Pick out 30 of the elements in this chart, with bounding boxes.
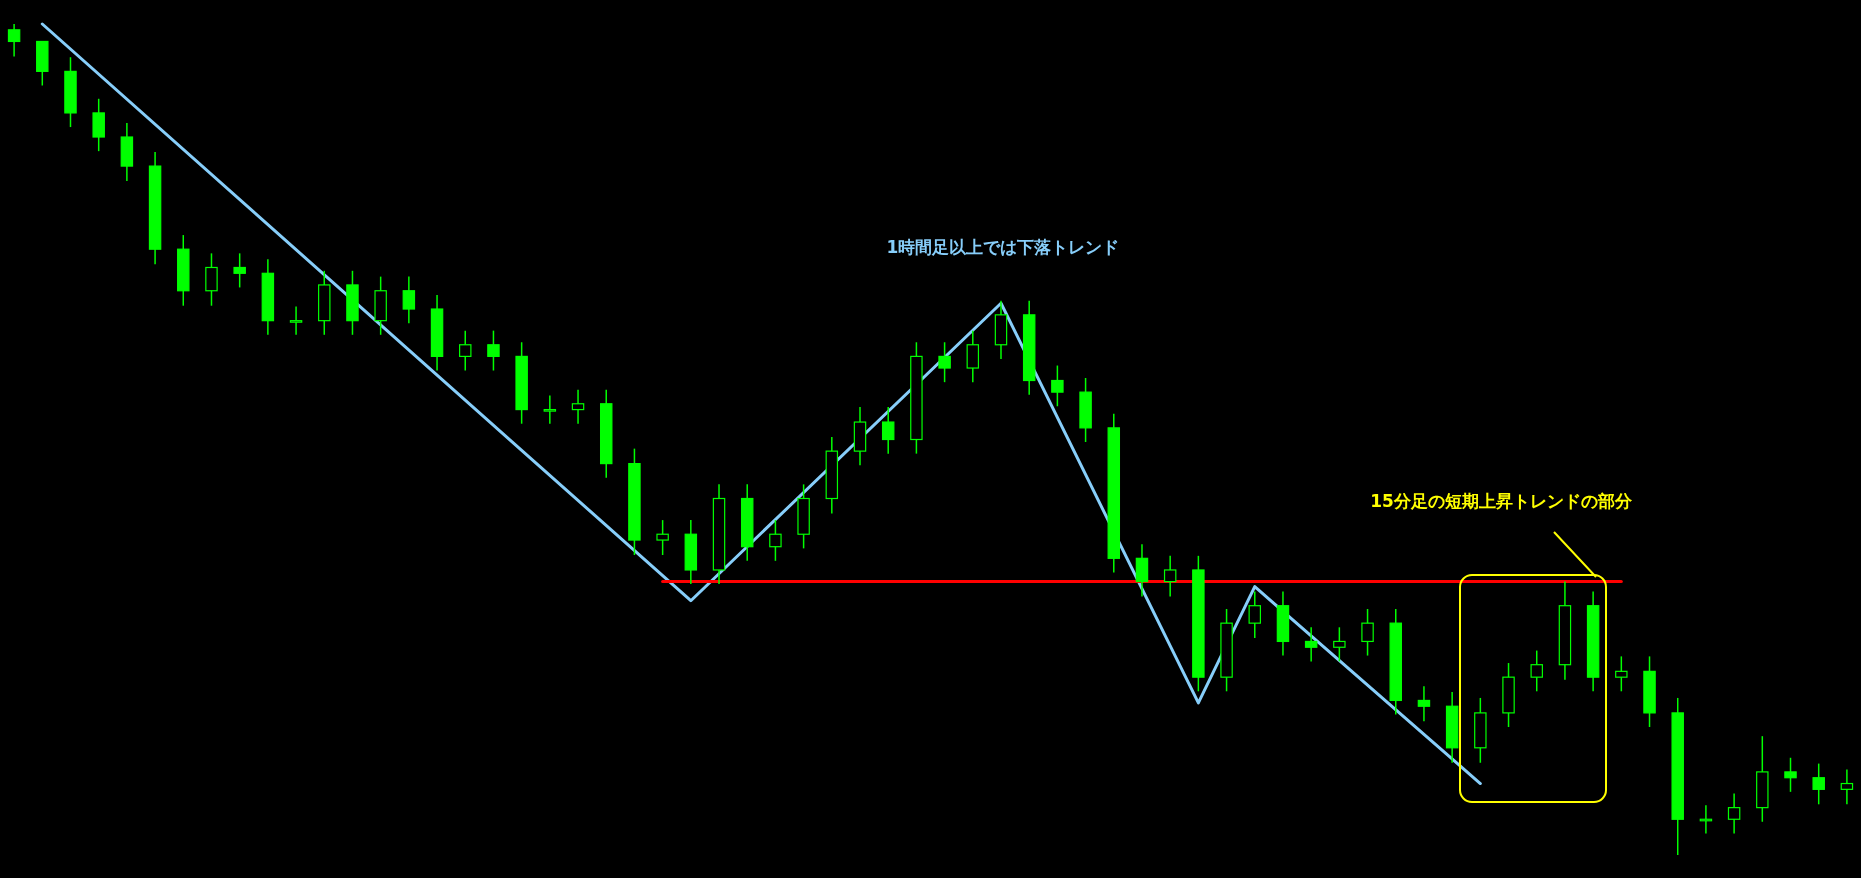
candlestick (769, 519, 782, 562)
candlestick (1784, 757, 1797, 793)
candlestick (1248, 590, 1262, 639)
candlestick (938, 341, 951, 383)
candlestick (1333, 626, 1346, 663)
candlestick (1615, 655, 1628, 693)
candlestick (487, 329, 500, 372)
candlestick (7, 23, 21, 58)
candlestick (881, 406, 895, 455)
candlestick (205, 252, 218, 307)
candlestick (1163, 555, 1177, 598)
candlestick (571, 388, 585, 425)
candlestick (233, 252, 246, 289)
candlestick (402, 275, 416, 324)
candlestick (656, 519, 669, 556)
candlestick (543, 394, 557, 425)
candlestick (1812, 762, 1825, 806)
candlestick (1361, 608, 1374, 657)
candlestick (1530, 649, 1543, 693)
candlestick (1727, 792, 1741, 835)
candlestick (1840, 768, 1854, 806)
annotation: 1時間足以上では下落トレンド (886, 237, 1120, 257)
candlestick (1051, 364, 1064, 408)
candlestick (1304, 626, 1318, 663)
candlestick (1135, 543, 1149, 598)
candlestick (289, 305, 303, 336)
candlestick (1417, 685, 1431, 722)
annotation: 15分足の短期上昇トレンドの部分 (1370, 491, 1633, 511)
candlestick (966, 329, 980, 383)
candlestick (459, 329, 472, 372)
